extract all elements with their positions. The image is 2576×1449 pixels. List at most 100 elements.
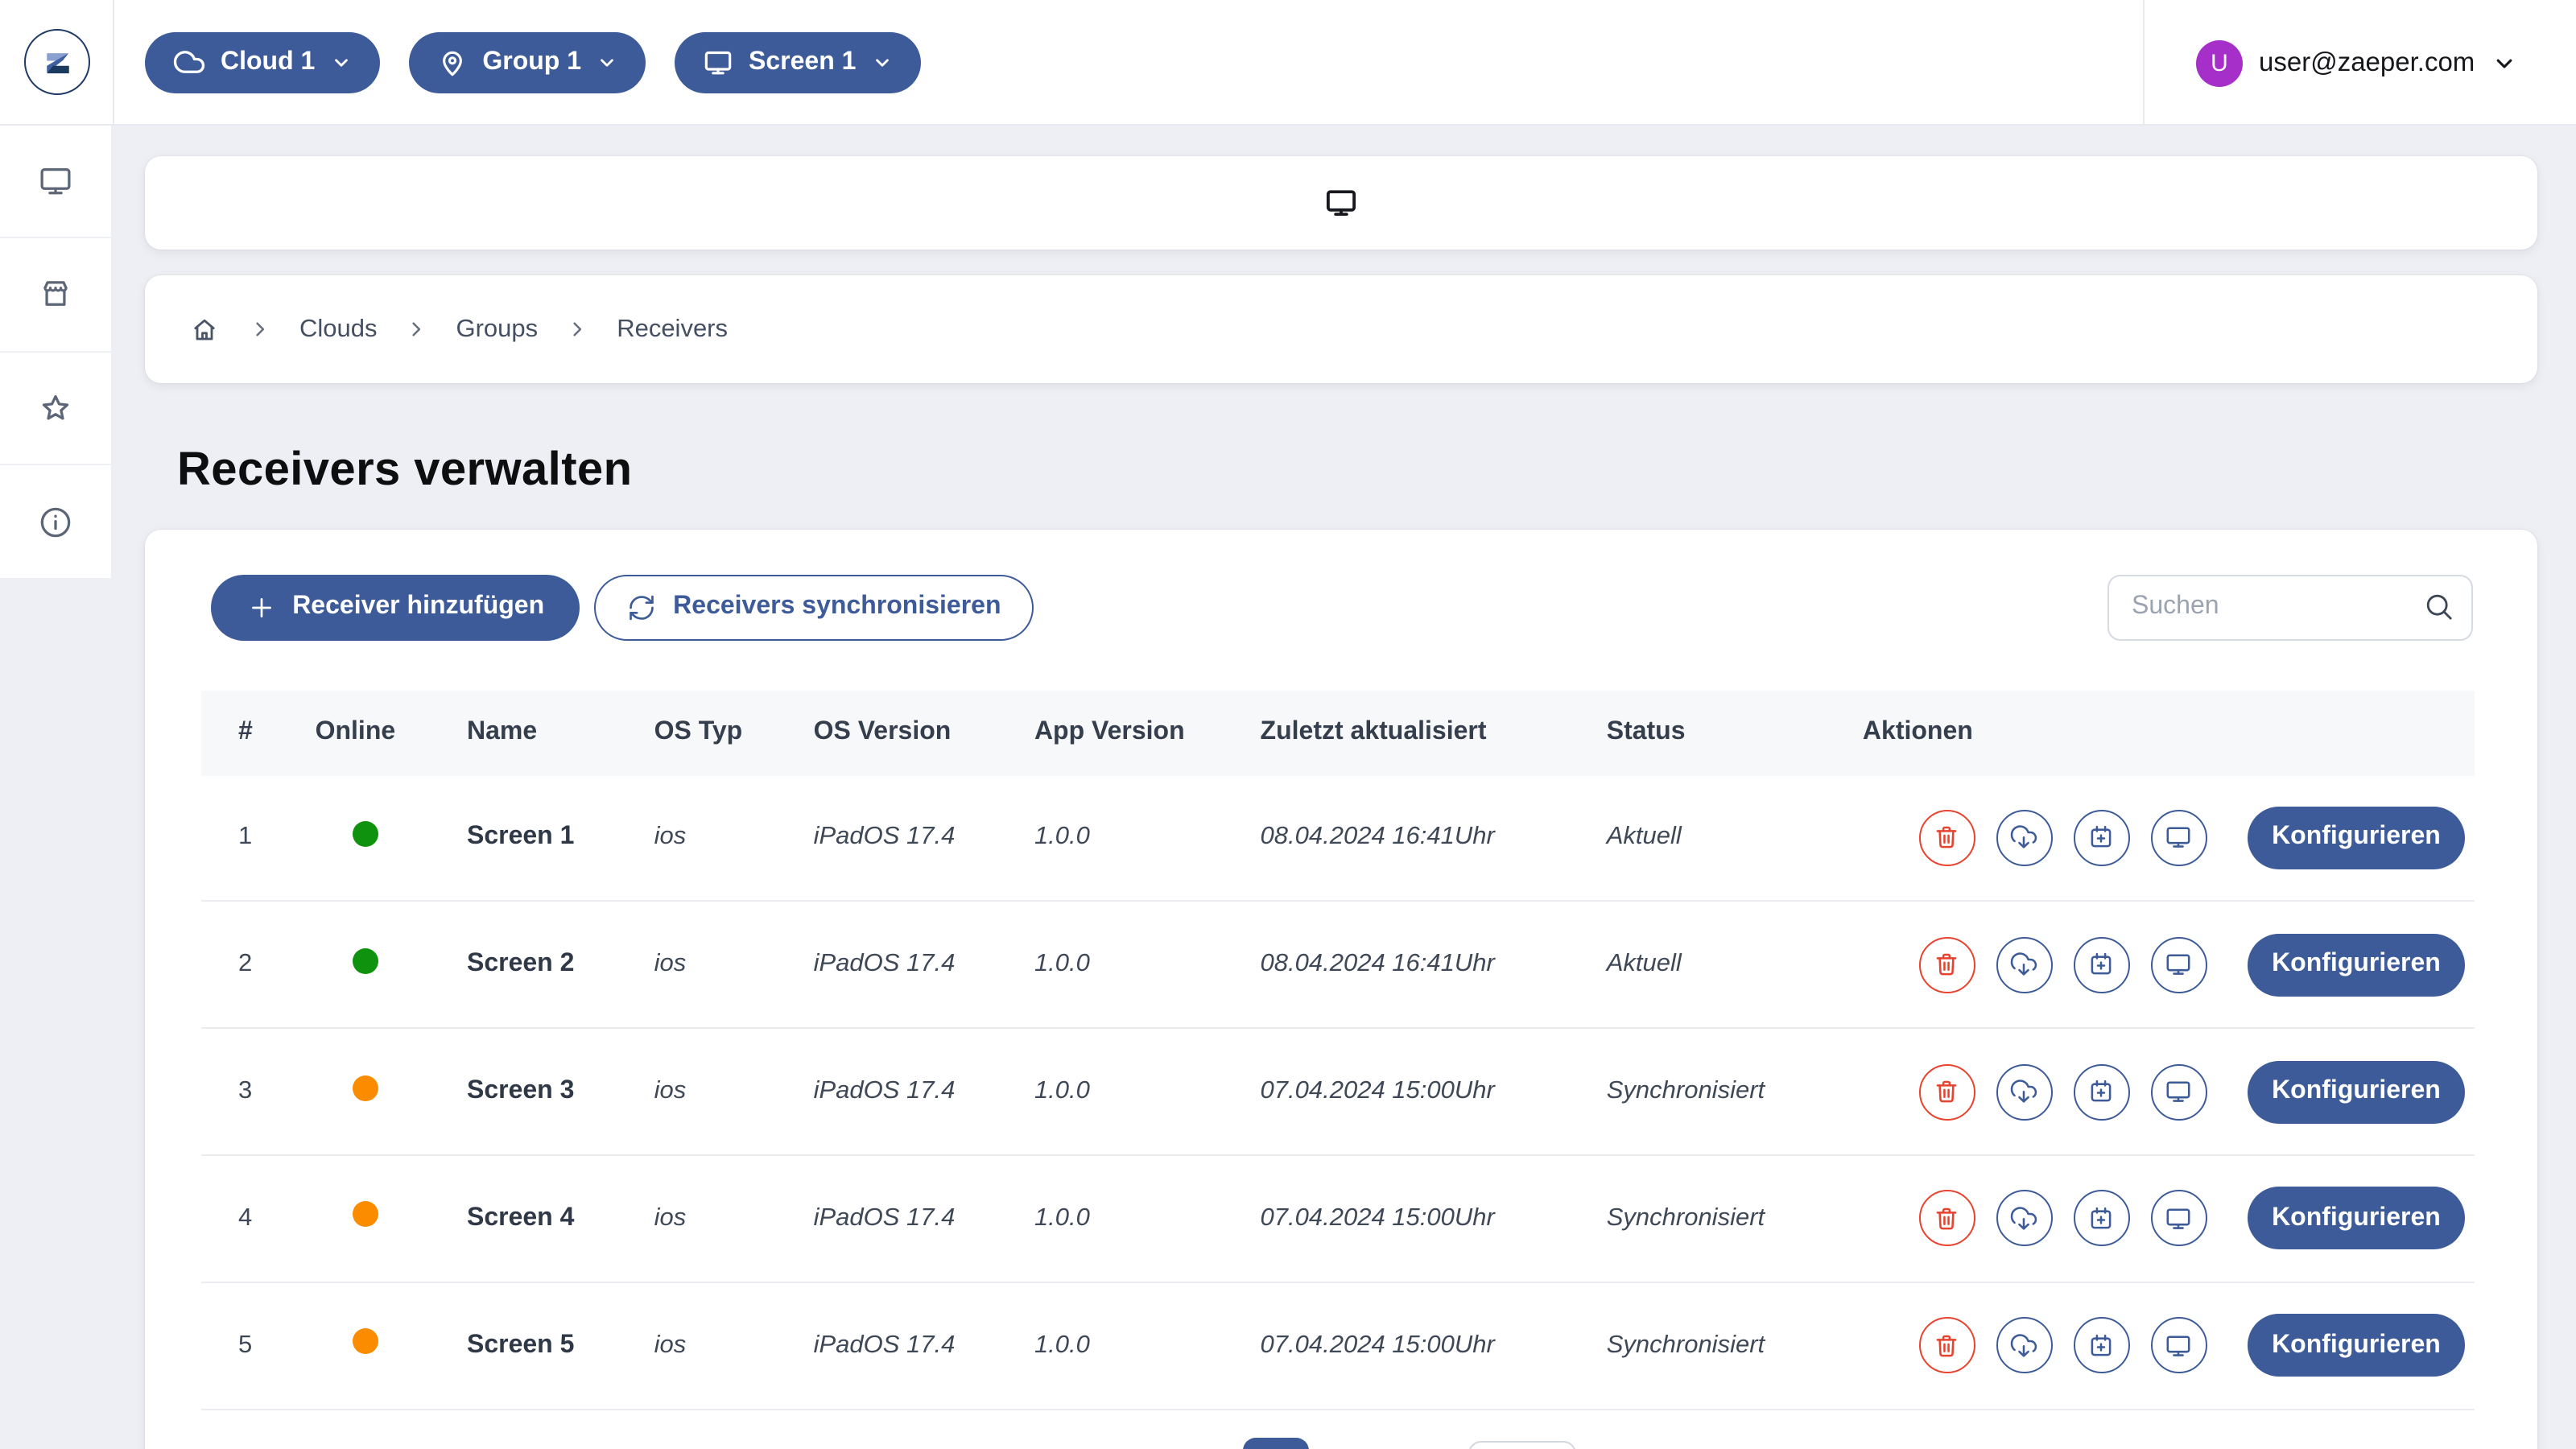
last-updated: 07.04.2024 15:00Uhr (1260, 1331, 1495, 1359)
configure-button[interactable]: Konfigurieren (2247, 1314, 2466, 1377)
delete-button[interactable] (1918, 1317, 1975, 1374)
receiver-name: Screen 2 (466, 950, 575, 978)
screen-preview-button[interactable] (2150, 1317, 2207, 1374)
status-text: Synchronisiert (1606, 1077, 1765, 1105)
row-number: 5 (238, 1331, 253, 1359)
search-input[interactable] (2107, 574, 2473, 641)
store-icon (37, 276, 74, 313)
sidebar-item-screens[interactable] (0, 125, 110, 239)
screen-preview-button[interactable] (2150, 936, 2207, 993)
receiver-name: Screen 4 (466, 1203, 575, 1232)
calendar-plus-icon (2087, 951, 2116, 980)
last-updated: 07.04.2024 15:00Uhr (1260, 1203, 1495, 1232)
col-header-os-typ: OS Typ (654, 718, 743, 746)
tab-screens[interactable] (1323, 185, 1359, 221)
chevron-down-icon (329, 51, 352, 73)
row-number: 2 (238, 950, 253, 978)
screen-preview-button[interactable] (2150, 809, 2207, 866)
user-email: user@zaeper.com (2259, 47, 2475, 76)
trash-icon (1932, 1077, 1961, 1106)
row-number: 4 (238, 1203, 253, 1232)
search-box (2107, 574, 2473, 641)
row-number: 3 (238, 1077, 253, 1105)
user-menu[interactable]: U user@zaeper.com (2196, 39, 2518, 86)
cloud-selector[interactable]: Cloud 1 (145, 31, 380, 93)
cloud-download-icon (2009, 1077, 2038, 1106)
plus-icon (246, 592, 276, 623)
screen-preview-button[interactable] (2150, 1190, 2207, 1247)
schedule-button[interactable] (2073, 1190, 2130, 1247)
view-tab-strip (145, 155, 2537, 250)
configure-button[interactable]: Konfigurieren (2247, 806, 2466, 869)
breadcrumb-receivers[interactable]: Receivers (617, 315, 729, 343)
header-divider (2143, 0, 2145, 123)
configure-button[interactable]: Konfigurieren (2247, 933, 2466, 997)
app-version: 1.0.0 (1034, 950, 1090, 978)
online-status-dot (352, 1075, 378, 1101)
schedule-button[interactable] (2073, 809, 2130, 866)
pagination-page-size-select[interactable] (1468, 1440, 1576, 1449)
cloud-sync-button[interactable] (1996, 1190, 2053, 1247)
zaeper-logo-icon (33, 38, 81, 86)
group-selector-label: Group 1 (482, 47, 582, 75)
configure-button[interactable]: Konfigurieren (2247, 1187, 2466, 1250)
status-text: Synchronisiert (1606, 1331, 1765, 1359)
cloud-sync-button[interactable] (1996, 936, 2053, 993)
monitor-icon (2164, 1204, 2193, 1233)
toolbar: Receiver hinzufügen Receivers synchronis… (210, 574, 1034, 641)
cloud-sync-button[interactable] (1996, 809, 2053, 866)
screen-selector[interactable]: Screen 1 (675, 31, 921, 93)
receiver-name: Screen 5 (466, 1331, 575, 1359)
cloud-download-icon (2009, 1204, 2038, 1233)
cloud-icon (172, 45, 206, 79)
schedule-button[interactable] (2073, 936, 2130, 993)
cloud-sync-button[interactable] (1996, 1063, 2053, 1121)
receivers-card: Receiver hinzufügen Receivers synchronis… (145, 529, 2537, 1449)
sidebar-item-info[interactable] (0, 465, 110, 580)
calendar-plus-icon (2087, 824, 2116, 852)
trash-icon (1932, 951, 1961, 980)
row-actions: Konfigurieren (1863, 806, 2474, 869)
col-header-number: # (238, 718, 253, 746)
breadcrumb-clouds[interactable]: Clouds (299, 315, 378, 343)
online-status-dot (352, 947, 378, 974)
sync-icon (626, 592, 657, 623)
last-updated: 08.04.2024 16:41Uhr (1260, 950, 1495, 978)
brand-logo[interactable] (24, 29, 90, 95)
sidebar (0, 125, 112, 580)
sidebar-item-store[interactable] (0, 238, 110, 353)
delete-button[interactable] (1918, 1190, 1975, 1247)
sync-receivers-label: Receivers synchronisieren (673, 592, 1001, 621)
online-status-dot (352, 820, 378, 847)
app-version: 1.0.0 (1034, 1331, 1090, 1359)
screen-preview-button[interactable] (2150, 1063, 2207, 1121)
col-header-status: Status (1606, 718, 1686, 746)
group-selector[interactable]: Group 1 (408, 31, 646, 93)
configure-button[interactable]: Konfigurieren (2247, 1060, 2466, 1124)
avatar: U (2196, 39, 2243, 86)
pagination-page-button[interactable] (1242, 1437, 1308, 1449)
cloud-download-icon (2009, 1331, 2038, 1360)
delete-button[interactable] (1918, 936, 1975, 993)
delete-button[interactable] (1918, 809, 1975, 866)
cloud-download-icon (2009, 824, 2038, 852)
cloud-sync-button[interactable] (1996, 1317, 2053, 1374)
trash-icon (1932, 1331, 1961, 1360)
row-actions: Konfigurieren (1863, 1314, 2474, 1377)
breadcrumb-home[interactable] (188, 313, 221, 345)
col-header-os-version: OS Version (813, 718, 952, 746)
schedule-button[interactable] (2073, 1063, 2130, 1121)
star-icon (37, 390, 74, 427)
schedule-button[interactable] (2073, 1317, 2130, 1374)
add-receiver-button[interactable]: Receiver hinzufügen (210, 574, 580, 641)
os-type: ios (654, 1331, 687, 1359)
sync-receivers-button[interactable]: Receivers synchronisieren (594, 574, 1034, 641)
sidebar-item-favorites[interactable] (0, 352, 110, 466)
os-version: iPadOS 17.4 (813, 1077, 956, 1105)
os-type: ios (654, 823, 687, 851)
delete-button[interactable] (1918, 1063, 1975, 1121)
breadcrumb-groups[interactable]: Groups (456, 315, 539, 343)
top-bar: Cloud 1 Group 1 Screen 1 U user@zaeper.c… (0, 0, 2576, 125)
search-icon[interactable] (2422, 592, 2454, 624)
